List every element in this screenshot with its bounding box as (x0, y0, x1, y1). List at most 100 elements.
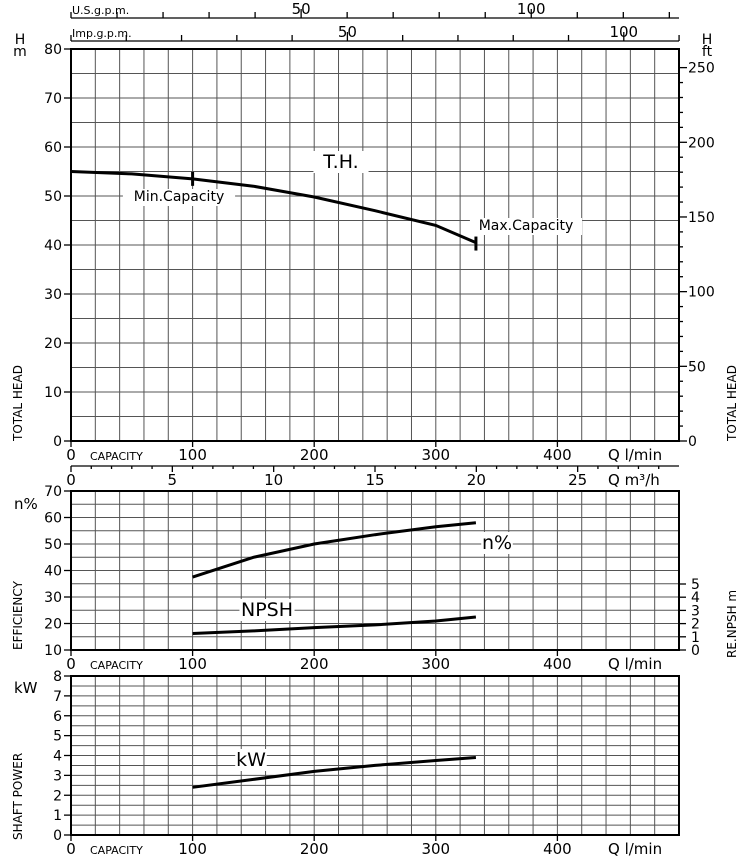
head-x-axis: 0 100 200 300 400 CAPACITY Q l/min (66, 441, 662, 464)
y-unit-label: H (15, 32, 26, 48)
y-axis-title: EFFICIENCY (11, 580, 25, 650)
y-right-tick-label: 100 (688, 285, 715, 301)
m3h-unit-label: Q m³/h (608, 471, 660, 489)
m3h-tick-label: 0 (66, 471, 76, 489)
npsh-tick-label: 4 (691, 590, 700, 606)
power-curve-label: kW (236, 749, 266, 771)
y-tick-label: 0 (53, 434, 62, 450)
x-tick-label: 0 (66, 446, 76, 464)
power-panel: 0 1 2 3 4 5 6 7 8 kW SHAFT POWER kW (11, 669, 477, 844)
x-unit-label: Q l/min (608, 840, 662, 858)
npsh-curve (192, 615, 477, 635)
y-right-tick-label: 50 (688, 359, 706, 375)
efficiency-curve-label-bg (481, 532, 513, 554)
m3h-tick-label: 20 (467, 471, 486, 489)
x-tick-label: 300 (421, 446, 450, 464)
x-tick-label: 200 (300, 446, 329, 464)
x-tick-label: 300 (421, 840, 450, 858)
y-tick-label: 10 (44, 385, 62, 401)
x-tick-label: 200 (300, 840, 329, 858)
x-axis-title: CAPACITY (90, 450, 143, 463)
y-tick-label: 3 (53, 768, 62, 784)
y-tick-label: 5 (53, 729, 62, 745)
power-x-axis: 0 100 200 300 400 CAPACITY Q l/min (66, 835, 662, 858)
y-tick-label: 30 (44, 287, 62, 303)
y-unit-label: kW (14, 679, 38, 697)
x-unit-label: Q l/min (608, 655, 662, 673)
y-tick-label: 8 (53, 669, 62, 685)
x-tick-label: 300 (421, 655, 450, 673)
x-unit-label: Q l/min (608, 446, 662, 464)
y-tick-label: 60 (44, 140, 62, 156)
y-right-unit-label: ft (702, 44, 713, 60)
y-right-axis-title: TOTAL HEAD (725, 365, 739, 442)
x-tick-label: 400 (543, 655, 572, 673)
x-axis-title: CAPACITY (90, 659, 143, 672)
y-right-tick-label: 200 (688, 135, 715, 151)
th-curve-label: T.H. (322, 151, 358, 173)
top-flow-axes: U.S.g.p.m. 50 100 Imp.g.p.m. 50 100 (70, 0, 680, 42)
npsh-tick-label: 0 (691, 643, 700, 659)
top-axis-label: U.S.g.p.m. (72, 4, 129, 17)
top-axis-label: Imp.g.p.m. (72, 27, 132, 40)
y-tick-label: 20 (44, 336, 62, 352)
y-tick-label: 70 (44, 484, 62, 500)
y-right-tick-label: 150 (688, 210, 715, 226)
y-tick-label: 50 (44, 537, 62, 553)
m3h-tick-label: 25 (568, 471, 587, 489)
top-axis-tick-label: 50 (292, 0, 311, 18)
top-axis-tick-label: 50 (338, 23, 357, 41)
x-tick-label: 400 (543, 840, 572, 858)
max-capacity-label: Max.Capacity (479, 218, 574, 234)
y-right-unit-label: H (702, 32, 713, 48)
npsh-curve-label-bg (239, 599, 295, 621)
max-capacity-label-bg (469, 218, 583, 235)
th-curve (70, 170, 477, 244)
top-axis-tick-label: 100 (517, 0, 546, 18)
m3h-tick-label: 5 (168, 471, 178, 489)
y-right-tick-label: 0 (688, 434, 697, 450)
y-tick-label: 6 (53, 709, 62, 725)
y-tick-label: 60 (44, 511, 62, 527)
npsh-curve-label: NPSH (241, 599, 293, 621)
x-tick-label: 200 (300, 655, 329, 673)
m3h-axis: 0 5 10 15 20 25 Q m³/h (66, 465, 679, 489)
npsh-tick-label: 2 (691, 617, 700, 633)
x-tick-label: 100 (178, 446, 207, 464)
y-tick-label: 1 (53, 808, 62, 824)
npsh-tick-label: 3 (691, 603, 700, 619)
th-curve-label-bg (313, 151, 369, 173)
x-tick-label: 100 (178, 840, 207, 858)
efficiency-curve (192, 521, 477, 579)
power-curve-label-bg (235, 749, 267, 771)
y-tick-label: 2 (53, 788, 62, 804)
x-axis-title: CAPACITY (90, 844, 143, 857)
m3h-tick-label: 15 (365, 471, 384, 489)
y-axis-title: SHAFT POWER (11, 753, 25, 840)
y-right-tick-label: 250 (688, 61, 715, 77)
min-capacity-label: Min.Capacity (134, 189, 224, 205)
head-grid (70, 48, 680, 442)
y-tick-label: 40 (44, 238, 62, 254)
x-tick-label: 0 (66, 840, 76, 858)
m3h-tick-label: 10 (264, 471, 283, 489)
y-unit-label: n% (14, 495, 38, 513)
y-tick-label: 20 (44, 617, 62, 633)
x-tick-label: 100 (178, 655, 207, 673)
y-tick-label: 70 (44, 91, 62, 107)
y-tick-label: 80 (44, 42, 62, 58)
top-axis-tick-label: 100 (609, 23, 638, 41)
npsh-tick-label: 5 (691, 577, 700, 593)
y-tick-label: 0 (53, 828, 62, 844)
head-panel: 0 10 20 30 40 50 60 70 80 Hm 0 50 100 150 200 250 Hft TOT… (11, 32, 739, 450)
x-tick-label: 400 (543, 446, 572, 464)
y-tick-label: 50 (44, 189, 62, 205)
min-capacity-label-bg (122, 189, 236, 206)
y-right-axis-title: RE.NPSH m (725, 590, 739, 658)
y-tick-label: 4 (53, 749, 62, 765)
npsh-tick-label: 1 (691, 630, 700, 646)
power-grid (70, 675, 680, 836)
y-tick-label: 40 (44, 564, 62, 580)
y-tick-label: 10 (44, 643, 62, 659)
